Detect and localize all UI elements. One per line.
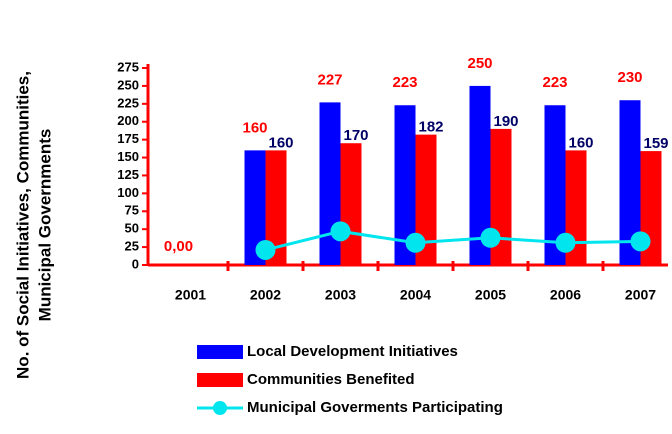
x-tick-label: 2006 <box>550 287 581 303</box>
y-axis-title: No. of Social Initiatives, Communities, … <box>13 71 54 379</box>
line-marker <box>630 231 651 252</box>
legend-swatch <box>213 401 227 415</box>
y-tick-label: 50 <box>125 221 139 236</box>
data-label: 160 <box>568 134 593 151</box>
line-marker <box>330 221 351 242</box>
data-label: 227 <box>317 71 342 88</box>
y-tick-label: 250 <box>117 77 139 92</box>
bar <box>340 143 362 265</box>
legend-label: Local Development Initiatives <box>247 343 458 360</box>
y-tick-label: 0 <box>132 256 139 271</box>
y-tick-label: 200 <box>117 113 139 128</box>
x-tick-label: 2004 <box>400 287 431 303</box>
line <box>265 229 641 252</box>
data-label: 159 <box>643 135 668 152</box>
line-marker <box>405 232 426 253</box>
bar <box>415 134 437 265</box>
line-marker <box>480 227 501 248</box>
legend-label: Communities Benefited <box>247 371 415 388</box>
y-tick-label: 225 <box>117 95 139 110</box>
x-tick-label: 2005 <box>475 287 506 303</box>
data-label: 160 <box>268 134 293 151</box>
bar <box>469 85 491 265</box>
bar <box>265 150 287 265</box>
line-marker <box>555 232 576 253</box>
data-label: 190 <box>493 113 518 130</box>
y-tick-label: 25 <box>125 239 139 254</box>
y-tick-label: 75 <box>125 203 139 218</box>
x-tick-label: 2003 <box>325 287 356 303</box>
legend-swatch <box>197 373 243 387</box>
data-label: 160 <box>242 119 267 136</box>
bar <box>394 105 416 265</box>
legend-label: Municipal Goverments Participating <box>247 399 503 416</box>
y-tick-label: 125 <box>117 167 139 182</box>
x-tick-label: 2002 <box>250 287 281 303</box>
y-tick-label: 150 <box>117 149 139 164</box>
x-tick-label: 2001 <box>175 287 206 303</box>
y-tick-label: 100 <box>117 185 139 200</box>
bar <box>619 100 641 266</box>
data-label: 250 <box>467 55 492 72</box>
data-label: 230 <box>617 69 642 86</box>
y-axis-title-line: Municipal Governments <box>35 129 54 322</box>
y-axis-title-line: No. of Social Initiatives, Communities, <box>13 71 32 379</box>
data-label: 0,00 <box>164 238 193 255</box>
bar <box>544 105 566 265</box>
x-tick-label: 2007 <box>625 287 656 303</box>
legend-swatch <box>197 345 243 359</box>
y-tick-label: 175 <box>117 131 139 146</box>
y-tick-label: 275 <box>117 59 139 74</box>
bar <box>244 150 266 265</box>
data-label: 170 <box>343 127 368 144</box>
data-label: 223 <box>392 74 417 91</box>
line-marker <box>255 239 276 260</box>
data-label: 182 <box>418 119 443 136</box>
data-label: 223 <box>542 74 567 91</box>
